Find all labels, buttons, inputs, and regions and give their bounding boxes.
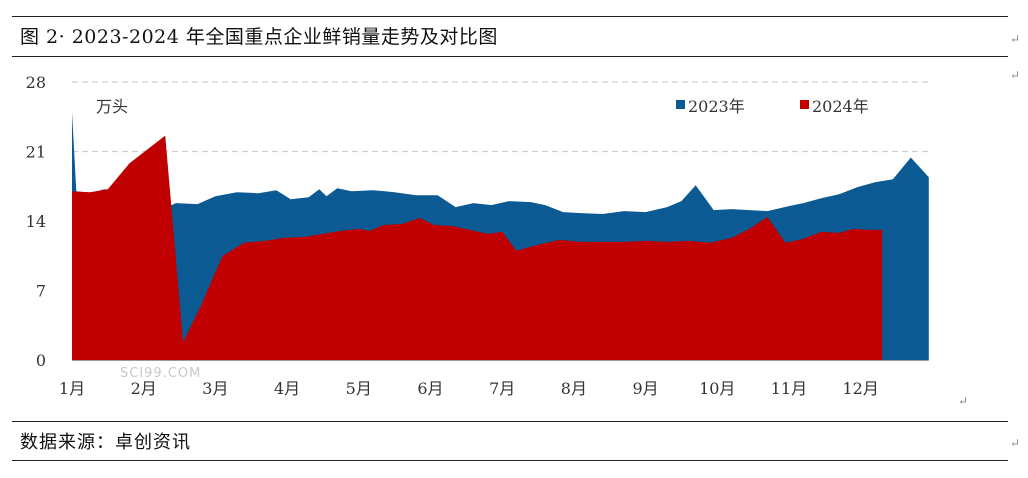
title-rule	[12, 56, 1008, 57]
legend-swatch	[676, 100, 685, 109]
x-tick-label: 2月	[131, 379, 157, 398]
x-tick-label: 5月	[346, 379, 372, 398]
source-rule	[12, 421, 1008, 422]
x-tick-label: 8月	[561, 379, 587, 398]
x-tick-label: 9月	[632, 379, 658, 398]
x-tick-label: 7月	[489, 379, 515, 398]
y-tick-label: 7	[36, 282, 46, 301]
x-tick-label: 3月	[202, 379, 228, 398]
x-tick-label: 6月	[417, 379, 443, 398]
legend-label: 2024年	[812, 97, 869, 116]
x-axis: 1月 2月 3月 4月 5月 6月 7月 8月 9月 10月 11月 12月	[59, 360, 929, 398]
x-tick-label: 1月	[59, 379, 85, 398]
paragraph-mark: ↵	[1010, 68, 1021, 82]
x-tick-label: 4月	[274, 379, 300, 398]
x-tick-label: 10月	[699, 379, 735, 398]
legend-label: 2023年	[688, 97, 745, 116]
data-source: 数据来源：卓创资讯	[20, 432, 191, 453]
top-rule	[12, 16, 1008, 17]
y-tick-label: 14	[26, 212, 46, 231]
figure-title: 图 2· 2023-2024 年全国重点企业鲜销量走势及对比图	[20, 26, 498, 48]
paragraph-mark: ↵	[1010, 32, 1021, 46]
y-tick-label: 21	[26, 143, 46, 162]
y-axis: 0 7 14 21 28	[26, 73, 46, 370]
y-tick-label: 28	[26, 73, 46, 92]
y-tick-label: 0	[36, 351, 46, 370]
paragraph-mark: ↵	[1010, 436, 1021, 450]
paragraph-mark: ↵	[958, 394, 969, 408]
legend-swatch	[800, 100, 809, 109]
series-area-2024	[72, 135, 883, 360]
watermark-text: SCI99.COM	[120, 366, 201, 381]
bottom-rule	[12, 460, 1008, 461]
legend: 2023年 2024年	[676, 97, 869, 116]
x-tick-label: 11月	[771, 379, 807, 398]
series-areas	[72, 111, 929, 360]
x-tick-label: 12月	[842, 379, 878, 398]
unit-label: 万头	[96, 97, 128, 116]
